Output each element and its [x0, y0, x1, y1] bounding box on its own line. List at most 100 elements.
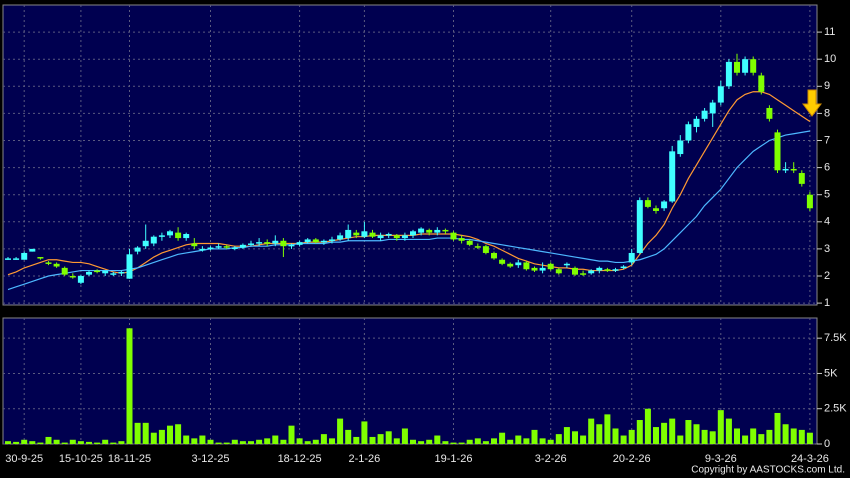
volume-bar	[239, 441, 246, 444]
candle-body	[401, 235, 408, 239]
volume-bar	[393, 438, 400, 444]
volume-bar	[426, 439, 433, 444]
candle-body	[563, 263, 570, 266]
candle-body	[102, 270, 109, 274]
y-tick-label: 3	[824, 243, 830, 255]
volume-bar	[77, 441, 84, 444]
y-tick-label: 7	[824, 134, 830, 146]
candle-body	[636, 200, 643, 253]
candle-body	[312, 239, 319, 243]
volume-bar	[612, 428, 619, 444]
volume-bar	[191, 438, 198, 444]
candle-body	[126, 254, 133, 279]
candle-body	[499, 259, 506, 264]
x-tick-label: 20-2-26	[613, 453, 651, 465]
volume-bar	[750, 428, 757, 444]
candle-body	[669, 151, 676, 202]
candle-body	[61, 267, 68, 275]
candle-body	[790, 168, 797, 171]
volume-bar	[320, 434, 327, 444]
volume-bar	[555, 434, 562, 444]
candle-body	[361, 231, 368, 237]
candle-body	[620, 266, 627, 269]
candle-body	[539, 267, 546, 271]
candle-body	[69, 276, 76, 278]
plot-layer: 1 2 3 4 5 6 7 8 9 10 11 0 2.5K 5K 7.5K 30-9-25 15-10-25 1…	[3, 5, 847, 465]
volume-bar	[596, 424, 603, 444]
candle-body	[410, 231, 416, 236]
candle-body	[685, 124, 692, 141]
volume-bar	[644, 408, 651, 444]
candle-body	[806, 194, 813, 209]
volume-bar	[264, 438, 271, 444]
volume-bar	[798, 429, 805, 444]
candle-body	[507, 263, 514, 267]
volume-bar	[53, 439, 60, 444]
candle-body	[725, 61, 732, 87]
y-tick-label: 6	[824, 162, 830, 174]
volume-bar	[21, 439, 28, 444]
x-tick-label: 9-3-26	[705, 453, 737, 465]
volume-bar	[515, 435, 522, 444]
volume-bar	[369, 436, 376, 444]
x-tick-label: 3-2-26	[535, 453, 567, 465]
candle-body	[482, 246, 489, 253]
candle-body	[248, 243, 254, 245]
candle-body	[158, 235, 165, 237]
candle-body	[458, 238, 465, 241]
volume-bar	[223, 442, 230, 444]
volume-bar	[539, 438, 546, 444]
y-tick-label: 10	[824, 53, 836, 65]
candle-body	[385, 233, 392, 236]
volume-bar	[401, 428, 408, 444]
y-tick-label: 5	[824, 189, 830, 201]
candle-body	[337, 235, 344, 240]
volume-bar	[499, 432, 506, 444]
volume-bar	[5, 441, 11, 444]
candle-body	[612, 269, 619, 271]
volume-bar	[13, 441, 20, 444]
volume-bar	[110, 442, 117, 444]
candle-body	[474, 246, 481, 248]
candle-body	[94, 270, 101, 273]
volume-bar	[734, 428, 740, 444]
volume-bar	[175, 424, 182, 444]
volume-bar	[717, 410, 724, 444]
arrow-icon	[802, 89, 822, 117]
candle-body	[207, 247, 214, 250]
volume-bar	[677, 435, 684, 444]
candle-body	[369, 232, 376, 237]
volume-bar	[150, 432, 157, 444]
y-tick-label: 5K	[824, 367, 838, 379]
volume-bar	[102, 439, 109, 444]
volume-bar	[563, 427, 570, 444]
volume-bar	[620, 435, 627, 444]
x-tick-label: 30-9-25	[5, 453, 43, 465]
candle-body	[766, 107, 773, 119]
candle-body	[742, 59, 749, 73]
candle-body	[596, 267, 603, 271]
volume-bar	[280, 439, 287, 444]
candle-body	[13, 258, 20, 260]
candle-body	[661, 201, 668, 209]
candle-body	[750, 59, 757, 73]
y-tick-label: 2.5K	[824, 403, 847, 415]
candle-body	[134, 247, 141, 252]
candle-body	[296, 242, 303, 245]
volume-bar	[604, 414, 611, 444]
candle-body	[29, 248, 36, 252]
candle-body	[45, 262, 52, 264]
candle-body	[531, 267, 538, 271]
volume-bar	[709, 431, 716, 444]
volume-bar	[653, 427, 659, 444]
candle-body	[774, 132, 781, 171]
y-tick-label: 9	[824, 80, 830, 92]
volume-bar	[329, 438, 335, 444]
candle-body	[53, 263, 60, 267]
volume-bar	[248, 441, 254, 444]
volume-bar	[296, 438, 303, 444]
candle-body	[21, 252, 28, 260]
volume-bar	[450, 442, 457, 444]
volume-bar	[377, 434, 384, 444]
candle-body	[644, 200, 651, 207]
